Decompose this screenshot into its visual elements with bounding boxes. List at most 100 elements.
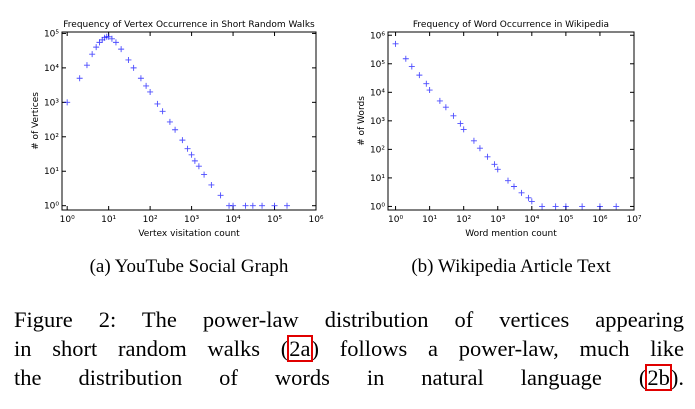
x-tick-label: 10⁰ [60, 215, 75, 225]
caption-text: in short random walks ( [14, 336, 289, 361]
point [83, 62, 90, 69]
point [408, 63, 415, 70]
point [528, 198, 535, 205]
point [112, 39, 119, 46]
caption-text: ). [670, 365, 684, 390]
x-tick-label: 10⁵ [267, 215, 282, 225]
point [93, 44, 100, 51]
x-tick-label: 10² [456, 215, 471, 225]
y-tick-label: 10⁵ [370, 60, 385, 70]
point [242, 202, 249, 209]
subcaption: (a) YouTube Social Graph [90, 256, 289, 277]
point [172, 126, 179, 133]
point [596, 203, 603, 210]
point [208, 181, 215, 188]
point [130, 64, 137, 71]
point [108, 35, 115, 42]
point [416, 72, 423, 79]
y-tick-label: 10³ [44, 98, 59, 108]
point [392, 40, 399, 47]
x-tick-label: 10⁵ [558, 215, 573, 225]
chart-title: Frequency of Vertex Occurrence in Short … [63, 20, 315, 30]
point [118, 46, 125, 53]
point [579, 203, 586, 210]
point [201, 171, 208, 178]
point [191, 157, 198, 164]
point [505, 177, 512, 184]
x-tick-label: 10⁰ [388, 215, 403, 225]
point [96, 39, 103, 46]
point [613, 203, 620, 210]
point [137, 75, 144, 82]
point [476, 145, 483, 152]
y-tick-label: 10⁵ [44, 29, 59, 39]
point [188, 151, 195, 158]
point [457, 120, 464, 127]
x-axis-label: Vertex visitation count [138, 229, 240, 239]
point [89, 51, 96, 58]
x-axis-label: Word mention count [465, 229, 557, 239]
y-tick-label: 10⁴ [44, 64, 59, 74]
plot-frame [61, 31, 317, 211]
point [143, 82, 150, 89]
figure-link[interactable]: 2a [287, 335, 313, 362]
point [484, 153, 491, 160]
x-tick-label: 10⁴ [226, 215, 241, 225]
y-axis-label: # of Vertices [31, 92, 41, 150]
point [491, 161, 498, 168]
plot-frame [387, 31, 635, 211]
y-tick-label: 10¹ [370, 174, 385, 184]
x-tick-label: 10¹ [101, 215, 116, 225]
figure-caption: Figure 2: The power-law distribution of … [14, 307, 684, 396]
point [518, 189, 525, 196]
y-axis-label: # of Words [357, 96, 367, 146]
point [450, 112, 457, 119]
figure: Frequency of Vertex Occurrence in Short … [31, 20, 642, 277]
point [259, 202, 266, 209]
caption-line: Figure 2: The power-law distribution of … [14, 307, 684, 338]
caption-line: in short random walks (2a) follows a pow… [14, 335, 684, 367]
point [510, 183, 517, 190]
point [436, 97, 443, 104]
x-tick-label: 10⁶ [592, 215, 607, 225]
figure-link[interactable]: 2b [645, 364, 672, 391]
point [284, 202, 291, 209]
point [179, 137, 186, 144]
y-tick-label: 10² [370, 145, 385, 155]
point [184, 145, 191, 152]
point [525, 194, 532, 201]
y-tick-label: 10¹ [44, 167, 59, 177]
point [402, 55, 409, 62]
point [249, 202, 256, 209]
point [552, 203, 559, 210]
y-tick-label: 10³ [370, 117, 385, 127]
subcaption: (b) Wikipedia Article Text [411, 256, 611, 277]
y-tick-label: 10⁶ [370, 31, 385, 41]
point [230, 202, 237, 209]
point [460, 126, 467, 133]
point [423, 80, 430, 87]
caption-line: the distribution of words in natural lan… [14, 364, 684, 396]
y-tick-label: 10² [44, 133, 59, 143]
caption-text: Figure 2: The power-law distribution of … [14, 307, 684, 332]
point [64, 99, 71, 106]
point [76, 75, 83, 82]
point [147, 88, 154, 95]
point [217, 192, 224, 199]
point [494, 166, 501, 173]
y-tick-label: 10⁴ [370, 88, 385, 98]
y-tick-label: 10⁰ [44, 202, 59, 212]
point [470, 137, 477, 144]
x-tick-label: 10¹ [422, 215, 437, 225]
point [562, 203, 569, 210]
point [195, 163, 202, 170]
point [442, 104, 449, 111]
point [105, 33, 112, 40]
point [539, 203, 546, 210]
y-tick-label: 10⁰ [370, 202, 385, 212]
point [166, 118, 173, 125]
x-tick-label: 10⁶ [308, 215, 323, 225]
x-tick-label: 10³ [184, 215, 199, 225]
x-tick-label: 10² [143, 215, 158, 225]
